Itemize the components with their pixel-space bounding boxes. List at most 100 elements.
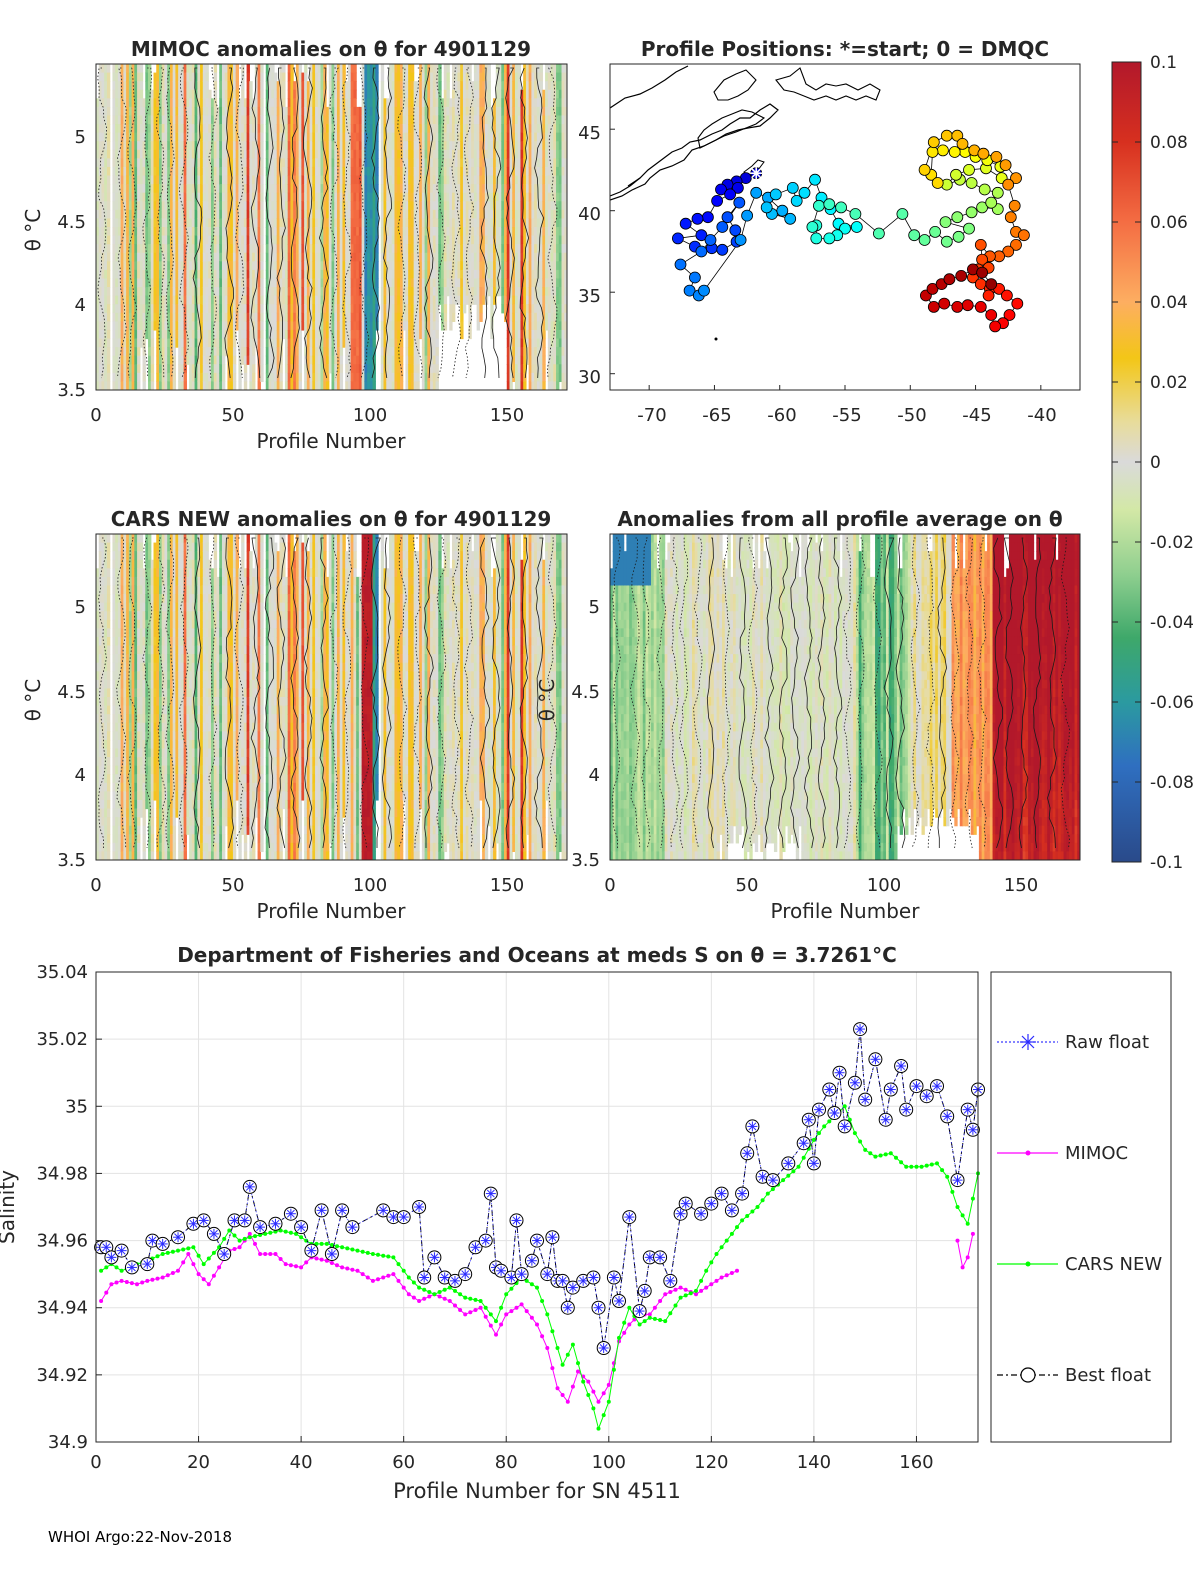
heatmap-cell bbox=[126, 81, 130, 91]
heatmap-cell bbox=[342, 329, 346, 340]
heatmap-cell bbox=[315, 124, 319, 134]
heatmap-cell bbox=[249, 158, 253, 168]
heatmap-cell bbox=[156, 329, 160, 340]
heatmap-cell bbox=[148, 158, 152, 168]
heatmap-cell bbox=[438, 227, 442, 237]
heatmap-cell bbox=[468, 278, 472, 288]
heatmap-cell bbox=[219, 295, 223, 305]
heatmap-cell bbox=[252, 338, 256, 348]
heatmap-cell bbox=[120, 218, 124, 228]
heatmap-cell bbox=[315, 141, 319, 151]
heatmap-cell bbox=[137, 338, 141, 348]
heatmap-cell bbox=[142, 287, 146, 297]
heatmap-cell bbox=[112, 329, 116, 340]
heatmap-cell bbox=[271, 158, 275, 168]
heatmap-cell bbox=[430, 372, 434, 383]
heatmap-cell bbox=[112, 278, 116, 288]
heatmap-cell bbox=[457, 124, 461, 134]
heatmap-cell bbox=[282, 261, 286, 271]
heatmap-cell bbox=[150, 278, 155, 288]
heatmap-cell bbox=[249, 364, 253, 374]
heatmap-cell bbox=[298, 295, 302, 305]
heatmap-cell bbox=[137, 149, 141, 159]
heatmap-cell bbox=[427, 278, 431, 288]
heatmap-cell bbox=[421, 355, 426, 365]
heatmap-cell bbox=[243, 235, 248, 245]
heatmap-cell bbox=[96, 158, 100, 168]
heatmap-cell bbox=[421, 132, 426, 142]
heatmap-cell bbox=[246, 287, 250, 297]
heatmap-cell bbox=[441, 287, 445, 297]
heatmap-cell bbox=[194, 81, 198, 91]
heatmap-cell bbox=[399, 158, 404, 168]
heatmap-cell bbox=[120, 158, 124, 168]
heatmap-cell bbox=[446, 81, 450, 91]
heatmap-cell bbox=[260, 329, 264, 340]
heatmap-cell bbox=[142, 166, 146, 177]
heatmap-cell bbox=[298, 269, 302, 280]
heatmap-cell bbox=[180, 244, 185, 254]
heatmap-cell bbox=[347, 252, 352, 262]
heatmap-cell bbox=[216, 218, 220, 228]
heatmap-cell bbox=[284, 166, 289, 177]
heatmap-cell bbox=[432, 201, 437, 211]
heatmap-cell bbox=[241, 355, 245, 365]
heatmap-cell bbox=[178, 209, 182, 220]
heatmap-cell bbox=[345, 227, 349, 237]
heatmap-cell bbox=[309, 141, 313, 151]
heatmap-cell bbox=[219, 355, 223, 365]
heatmap-cell bbox=[290, 227, 294, 237]
heatmap-cell bbox=[101, 166, 105, 177]
heatmap-cell bbox=[150, 321, 155, 331]
heatmap-cell bbox=[161, 218, 166, 228]
heatmap-cell bbox=[293, 329, 297, 340]
heatmap-cell bbox=[350, 115, 355, 125]
heatmap-cell bbox=[202, 89, 207, 99]
heatmap-cell bbox=[232, 201, 237, 211]
heatmap-cell bbox=[101, 261, 105, 271]
heatmap-cell bbox=[476, 269, 480, 280]
heatmap-cell bbox=[339, 244, 344, 254]
heatmap-cell bbox=[323, 192, 327, 202]
heatmap-cell bbox=[438, 244, 442, 254]
heatmap-cell bbox=[293, 312, 297, 322]
heatmap-cell bbox=[169, 312, 174, 322]
heatmap-cell bbox=[471, 98, 475, 108]
heatmap-cell bbox=[339, 312, 344, 322]
heatmap-cell bbox=[172, 106, 177, 117]
heatmap-cell bbox=[112, 364, 116, 374]
heatmap-cell bbox=[175, 132, 179, 142]
heatmap-cell bbox=[358, 132, 363, 142]
heatmap-cell bbox=[273, 347, 278, 357]
heatmap-cell bbox=[421, 252, 426, 262]
heatmap-cell bbox=[276, 132, 281, 142]
heatmap-cell bbox=[451, 89, 456, 99]
heatmap-cell bbox=[194, 209, 198, 220]
heatmap-cell bbox=[137, 192, 141, 202]
heatmap-cell bbox=[243, 132, 248, 142]
heatmap-cell bbox=[194, 166, 198, 177]
heatmap-cell bbox=[328, 89, 333, 99]
heatmap-cell bbox=[172, 338, 177, 348]
heatmap-cell bbox=[216, 166, 220, 177]
heatmap-cell bbox=[194, 124, 198, 134]
heatmap-cell bbox=[421, 218, 426, 228]
heatmap-cell bbox=[479, 141, 483, 151]
heatmap-cell bbox=[468, 124, 472, 134]
heatmap-cell bbox=[246, 149, 250, 159]
heatmap-cell bbox=[435, 175, 439, 185]
heatmap-cell bbox=[221, 209, 226, 220]
heatmap-cell bbox=[375, 124, 379, 134]
heatmap-cell bbox=[293, 287, 297, 297]
heatmap-cell bbox=[191, 149, 196, 159]
heatmap-cell bbox=[161, 184, 166, 194]
heatmap-cell bbox=[309, 209, 313, 220]
heatmap-cell bbox=[342, 192, 346, 202]
heatmap-cell bbox=[145, 64, 149, 74]
heatmap-cell bbox=[290, 235, 294, 245]
heatmap-cell bbox=[158, 201, 163, 211]
heatmap-cell bbox=[473, 98, 478, 108]
heatmap-cell bbox=[106, 201, 111, 211]
heatmap-cell bbox=[424, 381, 428, 390]
heatmap-cell bbox=[169, 218, 174, 228]
